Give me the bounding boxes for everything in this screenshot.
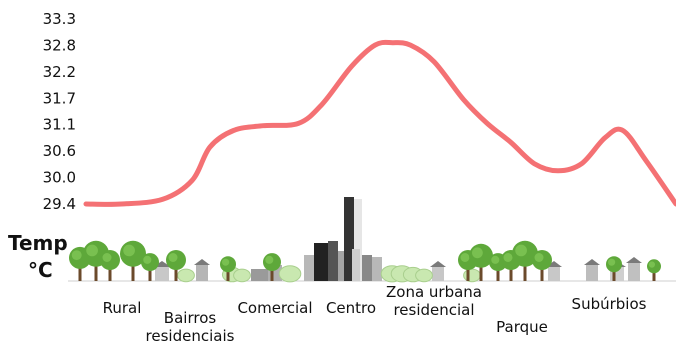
- tree-icon: [647, 259, 661, 281]
- house-icon: [584, 259, 600, 281]
- bushes: [177, 265, 481, 283]
- tree-icon: [220, 256, 236, 281]
- y-tick-label: 33.3: [43, 10, 76, 28]
- house-icon: [194, 259, 210, 281]
- tree-icon: [141, 253, 159, 281]
- y-tick-label: 32.8: [43, 36, 76, 54]
- skyscraper-icon: [304, 255, 314, 281]
- zone-label: Subúrbios: [572, 295, 647, 313]
- tree-icon: [120, 240, 146, 281]
- house-icon: [626, 257, 642, 281]
- trees: [69, 240, 661, 281]
- tree-icon: [469, 243, 493, 281]
- bush-icon: [177, 268, 195, 283]
- zone-label: Rural: [103, 299, 142, 317]
- bush-icon: [463, 268, 481, 283]
- zone-label: Parque: [496, 318, 548, 336]
- zone-label: Bairros residenciais: [146, 309, 235, 344]
- house-icon: [430, 261, 446, 281]
- temperature-profile-line: [83, 39, 676, 207]
- y-axis-label-unit: °C: [28, 258, 53, 282]
- skyscraper-icon: [362, 255, 372, 281]
- skyscraper-icon: [344, 197, 354, 281]
- y-axis-label-temp: Temp: [8, 231, 68, 255]
- y-tick-label: 31.1: [43, 116, 76, 134]
- zone-label: Zona urbana residencial: [386, 283, 482, 319]
- bush-icon: [278, 265, 302, 283]
- zone-label: Centro: [326, 299, 376, 317]
- y-tick-label: 30.6: [43, 142, 76, 160]
- y-tick-label: 30.0: [43, 169, 76, 187]
- tree-icon: [532, 250, 552, 281]
- skyscraper-icon: [314, 243, 328, 281]
- skyscraper-icon: [372, 257, 382, 281]
- skyscraper-icon: [328, 241, 338, 281]
- tree-icon: [606, 256, 622, 281]
- tree-icon: [263, 253, 281, 281]
- tree-icon: [512, 240, 538, 281]
- y-tick-label: 29.4: [43, 195, 76, 213]
- tree-icon: [166, 250, 186, 281]
- skyscraper-icon: [251, 269, 269, 281]
- y-axis-ticks: 33.3 32.8 32.2 31.7 31.1 30.6 30.0 29.4: [43, 10, 76, 213]
- skyscraper-icon: [354, 199, 362, 281]
- landscape-illustration: [68, 197, 676, 283]
- skyscraper-icon: [352, 249, 360, 281]
- bush-icon: [233, 268, 251, 283]
- tree-icon: [100, 250, 120, 281]
- skyscraper-icon: [338, 251, 344, 281]
- y-axis-label: Temp °C: [8, 231, 68, 282]
- y-tick-label: 31.7: [43, 89, 76, 107]
- zone-label: Comercial: [237, 299, 312, 317]
- bush-icon: [415, 268, 433, 283]
- y-tick-label: 32.2: [43, 63, 76, 81]
- buildings: [153, 197, 642, 281]
